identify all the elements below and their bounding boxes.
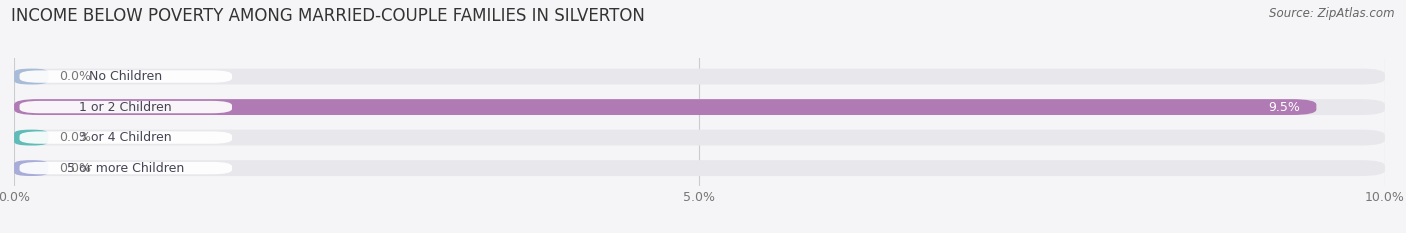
Text: 1 or 2 Children: 1 or 2 Children [80,101,172,113]
Text: 0.0%: 0.0% [59,162,91,175]
Text: INCOME BELOW POVERTY AMONG MARRIED-COUPLE FAMILIES IN SILVERTON: INCOME BELOW POVERTY AMONG MARRIED-COUPL… [11,7,645,25]
Text: 0.0%: 0.0% [59,131,91,144]
FancyBboxPatch shape [14,130,1385,146]
FancyBboxPatch shape [14,99,1385,115]
Text: 9.5%: 9.5% [1268,101,1301,113]
Text: 0.0%: 0.0% [59,70,91,83]
FancyBboxPatch shape [14,69,48,85]
FancyBboxPatch shape [20,101,232,113]
FancyBboxPatch shape [14,160,48,176]
FancyBboxPatch shape [14,99,1316,115]
Text: 5 or more Children: 5 or more Children [67,162,184,175]
FancyBboxPatch shape [14,130,48,146]
FancyBboxPatch shape [20,162,232,174]
Text: Source: ZipAtlas.com: Source: ZipAtlas.com [1270,7,1395,20]
FancyBboxPatch shape [14,160,1385,176]
Text: 3 or 4 Children: 3 or 4 Children [80,131,172,144]
FancyBboxPatch shape [20,70,232,83]
Text: No Children: No Children [89,70,162,83]
FancyBboxPatch shape [20,131,232,144]
FancyBboxPatch shape [14,69,1385,85]
